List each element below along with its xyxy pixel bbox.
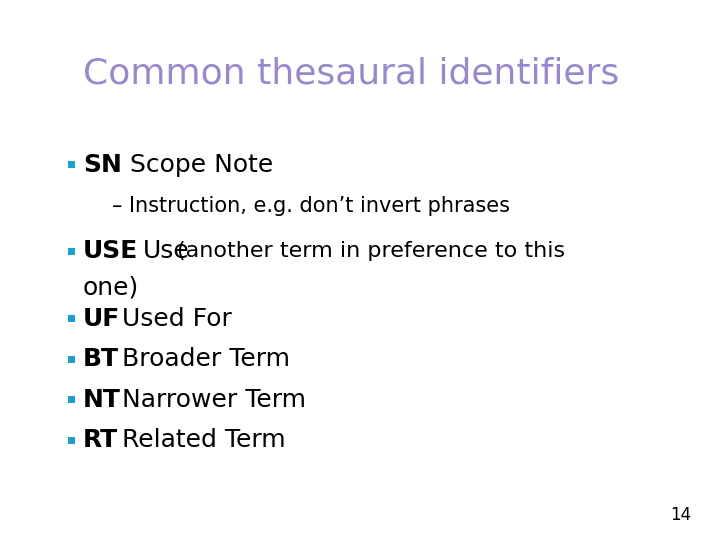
FancyBboxPatch shape — [68, 436, 76, 444]
Text: Broader Term: Broader Term — [122, 347, 290, 371]
Text: RT: RT — [83, 428, 118, 452]
Text: SN: SN — [83, 153, 122, 177]
Text: (another term in preference to this: (another term in preference to this — [177, 241, 565, 261]
FancyBboxPatch shape — [68, 315, 76, 322]
Text: UF: UF — [83, 307, 120, 330]
Text: Related Term: Related Term — [122, 428, 286, 452]
Text: 14: 14 — [670, 506, 691, 524]
FancyBboxPatch shape — [68, 161, 76, 168]
Text: Common thesaural identifiers: Common thesaural identifiers — [83, 57, 619, 91]
Text: USE: USE — [83, 239, 138, 263]
Text: Narrower Term: Narrower Term — [122, 388, 307, 411]
Text: one): one) — [83, 275, 139, 299]
Text: Use: Use — [143, 239, 189, 263]
Text: – Instruction, e.g. don’t invert phrases: – Instruction, e.g. don’t invert phrases — [112, 196, 510, 217]
Text: NT: NT — [83, 388, 121, 411]
Text: Used For: Used For — [122, 307, 233, 330]
FancyBboxPatch shape — [68, 247, 76, 254]
FancyBboxPatch shape — [68, 355, 76, 363]
Text: BT: BT — [83, 347, 119, 371]
Text: Scope Note: Scope Note — [130, 153, 273, 177]
FancyBboxPatch shape — [68, 396, 76, 403]
